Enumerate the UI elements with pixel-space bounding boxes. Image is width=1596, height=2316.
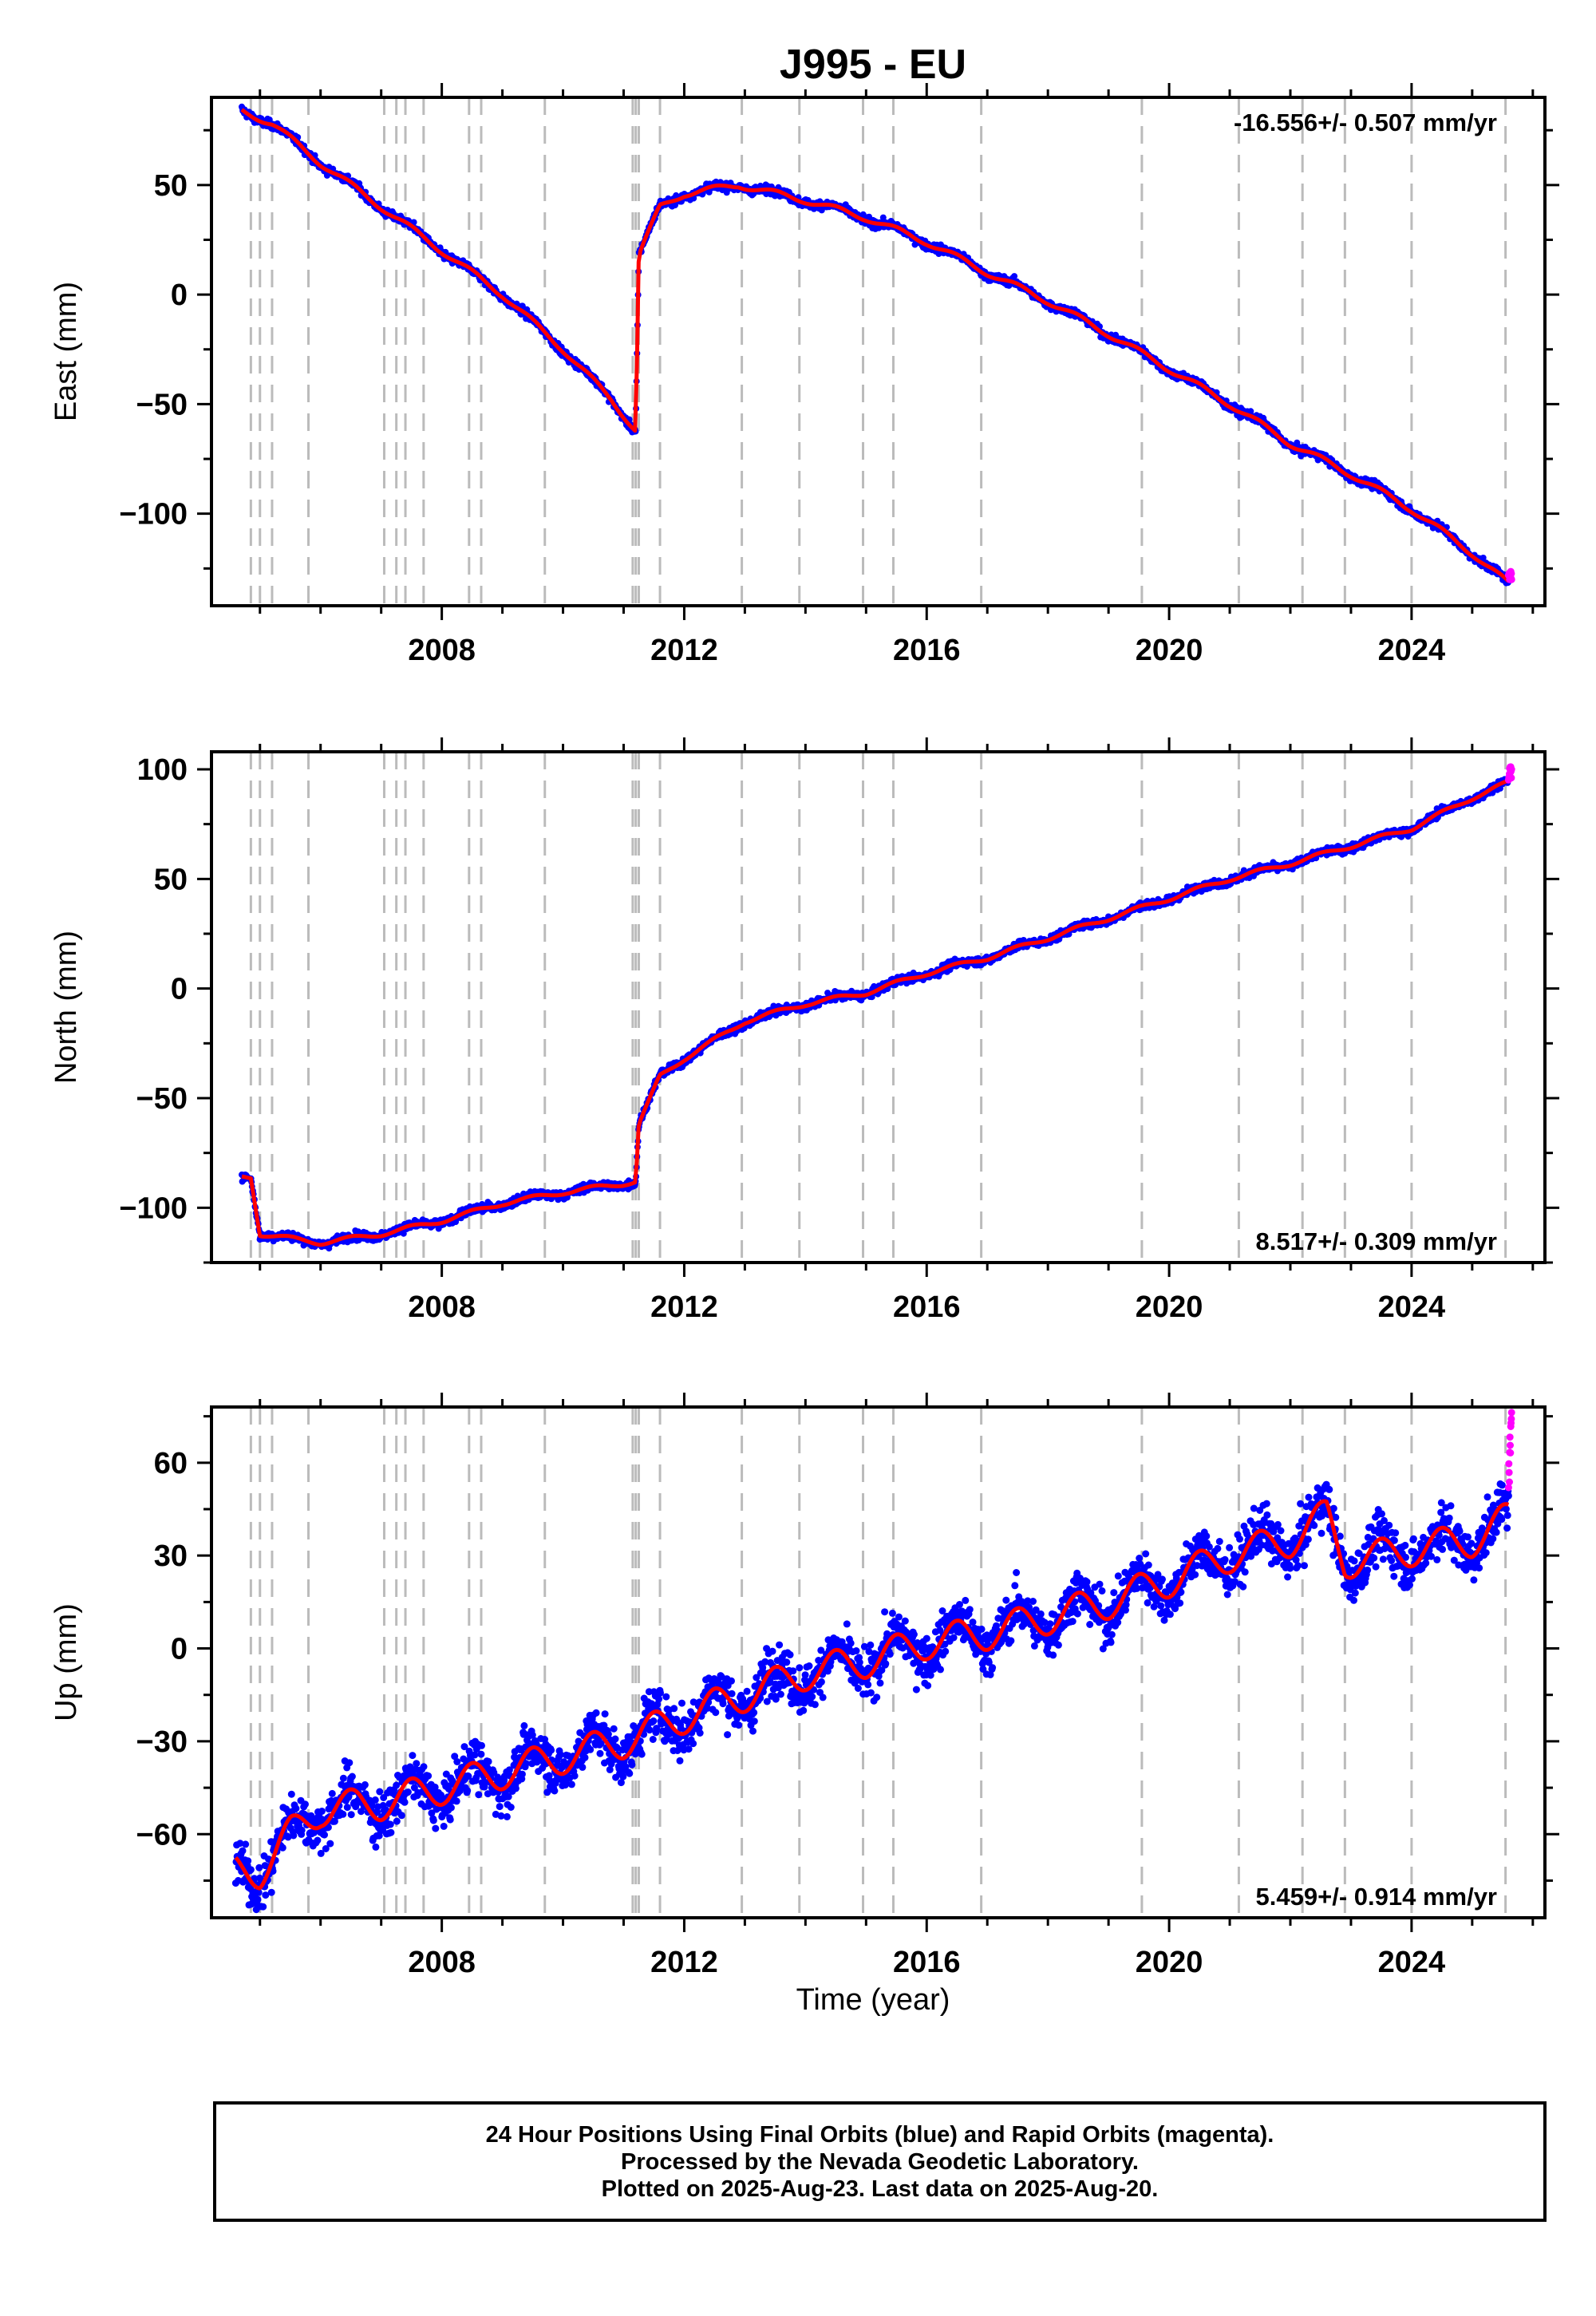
x-ticks <box>259 83 1535 620</box>
final-orbit-point <box>1011 273 1018 280</box>
chart-title: J995 - EU <box>780 41 966 88</box>
final-orbit-points <box>239 776 1512 1252</box>
y-ticks <box>197 128 1559 570</box>
final-orbit-point <box>879 214 887 221</box>
final-orbit-point <box>400 1230 407 1237</box>
x-tick-label: 2024 <box>1378 634 1446 667</box>
rapid-orbit-point <box>1507 575 1515 583</box>
y-tick-label: 50 <box>154 169 188 203</box>
x-tick-label: 2016 <box>893 634 961 667</box>
x-tick-label: 2012 <box>650 634 718 667</box>
data-layer <box>239 763 1515 1252</box>
x-tick-label: 2020 <box>1136 634 1203 667</box>
rapid-orbit-points <box>1504 567 1515 583</box>
final-orbit-points <box>239 103 1512 587</box>
model-fit-line <box>240 108 1511 583</box>
y-tick-label: 0 <box>171 279 188 312</box>
panel-east: 2008 2012 2016 2020 2024 50 0 −50 −100 East (mm) -… <box>49 83 1559 667</box>
y-axis-label: East (mm) <box>49 282 83 421</box>
final-orbit-point <box>410 219 417 226</box>
final-orbit-point <box>1247 408 1254 415</box>
rapid-orbit-point <box>1507 570 1515 578</box>
x-tick-label: 2008 <box>408 634 476 667</box>
event-lines <box>249 752 1507 1263</box>
y-tick-label: −100 <box>119 498 188 532</box>
event-lines <box>249 97 1507 606</box>
data-layer <box>239 103 1515 587</box>
rate-label: -16.556+/- 0.507 mm/yr <box>1234 109 1497 136</box>
y-tick-label: −50 <box>136 388 188 421</box>
plot-frame <box>210 96 1547 607</box>
